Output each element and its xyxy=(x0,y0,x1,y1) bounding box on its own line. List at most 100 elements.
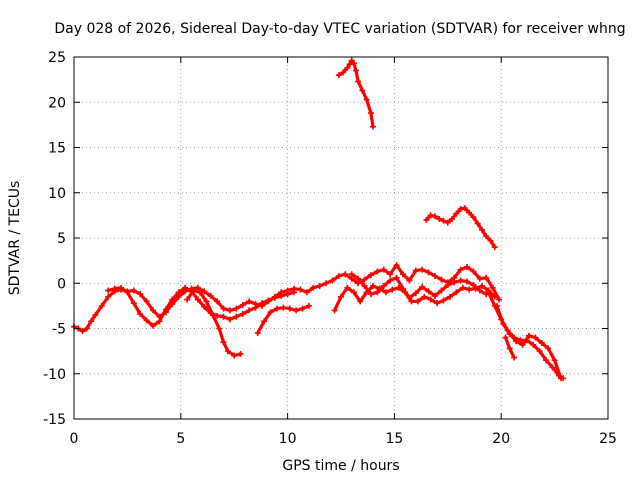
data-point xyxy=(489,284,496,291)
data-point xyxy=(393,262,400,269)
data-point xyxy=(348,271,355,278)
data-point xyxy=(427,296,434,303)
x-tick-label: 10 xyxy=(279,431,297,447)
data-point xyxy=(470,268,477,275)
data-point xyxy=(79,328,86,335)
data-point xyxy=(293,307,300,314)
data-point xyxy=(226,316,233,323)
data-point xyxy=(346,61,353,68)
data-point xyxy=(156,318,163,325)
y-tick-label: 0 xyxy=(57,276,66,292)
data-point xyxy=(551,357,558,364)
series-track-4 xyxy=(254,302,312,337)
data-point xyxy=(451,279,458,286)
data-point xyxy=(476,287,483,294)
data-point xyxy=(258,300,265,307)
data-point xyxy=(143,298,150,305)
data-point xyxy=(344,284,351,291)
data-point xyxy=(519,341,526,348)
data-point xyxy=(431,273,438,280)
data-point xyxy=(389,286,396,293)
axis-ticks: 0 5 10 15 20 25 -15 -10 -5 0 5 10 15 20 25 xyxy=(43,50,617,447)
series-track-10 xyxy=(335,57,377,130)
data-point xyxy=(476,275,483,282)
plot-area xyxy=(71,57,567,382)
data-point xyxy=(284,291,291,298)
data-point xyxy=(233,305,240,312)
data-point xyxy=(511,354,518,361)
series-track-6 xyxy=(348,271,490,301)
series-track-9 xyxy=(502,334,518,361)
series-track-2 xyxy=(105,284,298,329)
data-point xyxy=(427,212,434,219)
x-tick-label: 20 xyxy=(492,431,510,447)
data-point xyxy=(239,301,246,308)
data-point xyxy=(421,293,428,300)
series-track-1 xyxy=(71,262,503,335)
data-point xyxy=(423,216,430,223)
data-point xyxy=(352,67,359,74)
data-point xyxy=(461,205,468,212)
data-point xyxy=(246,307,253,314)
data-point xyxy=(532,334,539,341)
data-point xyxy=(543,357,550,364)
data-point xyxy=(137,311,144,318)
data-point xyxy=(201,288,208,295)
data-point xyxy=(444,282,451,289)
data-point xyxy=(446,293,453,300)
data-point xyxy=(203,298,210,305)
data-point xyxy=(457,277,464,284)
data-point xyxy=(387,277,394,284)
data-point xyxy=(444,219,451,226)
data-point xyxy=(457,266,464,273)
data-point xyxy=(382,289,389,296)
data-point xyxy=(500,320,507,327)
chart-title: Day 028 of 2026, Sidereal Day-to-day VTE… xyxy=(54,21,625,37)
data-point xyxy=(538,339,545,346)
data-point xyxy=(453,289,460,296)
data-point xyxy=(267,309,274,316)
y-tick-label: 5 xyxy=(57,231,66,247)
data-point xyxy=(506,345,513,352)
data-point xyxy=(466,286,473,293)
y-tick-label: -15 xyxy=(43,412,66,428)
data-point xyxy=(393,274,400,281)
data-point xyxy=(175,289,182,296)
data-point xyxy=(412,290,419,297)
y-tick-label: 15 xyxy=(48,141,66,157)
data-point xyxy=(419,266,426,273)
data-point xyxy=(355,275,362,282)
data-point xyxy=(513,338,520,345)
x-tick-label: 0 xyxy=(70,431,79,447)
data-point xyxy=(453,210,460,217)
data-point xyxy=(493,302,500,309)
data-point xyxy=(387,271,394,278)
data-point xyxy=(536,348,543,355)
data-point xyxy=(406,294,413,301)
data-point xyxy=(214,312,221,319)
data-point xyxy=(525,332,532,339)
y-tick-label: 10 xyxy=(48,186,66,202)
grid-lines xyxy=(74,57,608,419)
data-point xyxy=(361,276,368,283)
data-point xyxy=(434,300,441,307)
data-point xyxy=(305,302,312,309)
data-point xyxy=(303,289,310,296)
data-point xyxy=(491,244,498,251)
data-point xyxy=(137,291,144,298)
data-point xyxy=(355,78,362,85)
data-point xyxy=(474,220,481,227)
data-point xyxy=(496,296,503,303)
series-track-3 xyxy=(184,287,244,359)
data-point xyxy=(92,311,99,318)
data-point xyxy=(483,274,490,281)
data-point xyxy=(491,293,498,300)
data-point xyxy=(220,305,227,312)
data-point xyxy=(252,304,259,311)
data-point xyxy=(216,325,223,332)
data-point xyxy=(438,287,445,294)
data-point xyxy=(297,286,304,293)
data-point xyxy=(412,267,419,274)
data-point xyxy=(130,300,137,307)
data-point xyxy=(545,345,552,352)
